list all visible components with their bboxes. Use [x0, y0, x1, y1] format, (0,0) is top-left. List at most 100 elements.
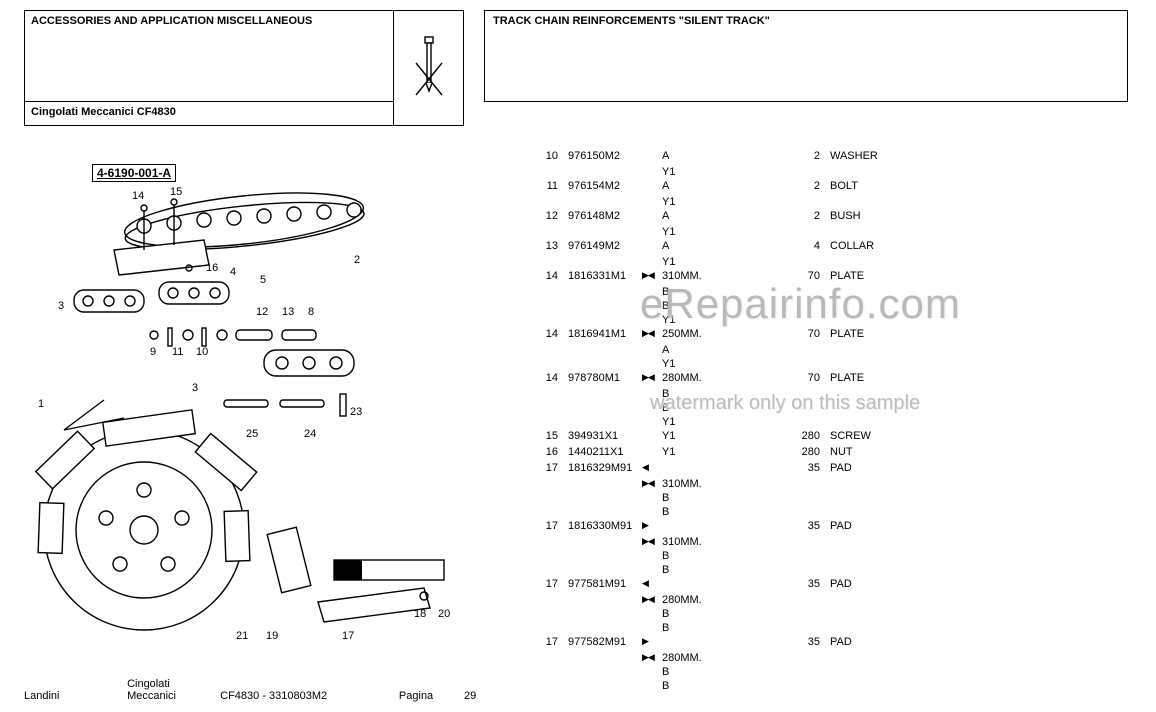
col-desc: PLATE	[830, 270, 864, 282]
col-qty: 2	[790, 150, 820, 162]
page-footer: Landini Cingolati Meccanici CF4830 - 331…	[24, 678, 494, 702]
section-title: ACCESSORIES AND APPLICATION MISCELLANEOU…	[31, 15, 312, 27]
col-qty: 280	[790, 430, 820, 442]
col-note: Y1	[662, 196, 675, 208]
col-part: 1816941M1	[568, 328, 626, 340]
col-part: 976148M2	[568, 210, 620, 222]
bolt-icon	[414, 33, 444, 103]
col-note: A	[662, 150, 669, 162]
col-note: Y1	[662, 430, 675, 442]
col-note: 310MM.	[662, 270, 702, 282]
parts-subrow: B	[530, 286, 1120, 300]
col-desc: SCREW	[830, 430, 871, 442]
diagram-svg	[24, 150, 494, 650]
col-ref: 11	[530, 180, 558, 192]
col-desc: BUSH	[830, 210, 861, 222]
col-note: A	[662, 180, 669, 192]
parts-subrow: B	[530, 550, 1120, 564]
col-note: B	[662, 666, 669, 678]
col-qty: 70	[790, 270, 820, 282]
model-box: Cingolati Meccanici CF4830	[24, 102, 394, 126]
col-part: 976150M2	[568, 150, 620, 162]
parts-subrow: B	[530, 506, 1120, 520]
parts-subrow: Y1	[530, 196, 1120, 210]
col-ref: 16	[530, 446, 558, 458]
col-ref: 12	[530, 210, 558, 222]
callout: 25	[246, 428, 258, 440]
parts-subrow: ▶◀310MM.	[530, 536, 1120, 550]
parts-subrow: B	[530, 388, 1120, 402]
callout: 1	[38, 398, 44, 410]
col-ref: 14	[530, 372, 558, 384]
parts-subrow: B	[530, 666, 1120, 680]
col-note: A	[662, 344, 669, 356]
col-desc: PAD	[830, 578, 852, 590]
col-desc: NUT	[830, 446, 853, 458]
col-note: Y1	[662, 446, 675, 458]
col-part: 394931X1	[568, 430, 618, 442]
assembly-title: TRACK CHAIN REINFORCEMENTS "SILENT TRACK…	[493, 15, 770, 27]
header-icon-box	[394, 10, 464, 126]
col-desc: PLATE	[830, 328, 864, 340]
col-part: 1816331M1	[568, 270, 626, 282]
page: ACCESSORIES AND APPLICATION MISCELLANEOU…	[0, 0, 1156, 712]
parts-subrow: Y1	[530, 358, 1120, 372]
col-sym: ▶	[642, 520, 648, 531]
col-note: Y1	[662, 226, 675, 238]
col-part: 1440211X1	[568, 446, 623, 458]
col-part: 1816330M91	[568, 520, 632, 532]
footer-page-num: 29	[436, 690, 476, 702]
col-sym: ▶	[642, 636, 648, 647]
col-sym: ▶◀	[642, 594, 654, 605]
parts-row: 11976154M2A2BOLT	[530, 180, 1120, 196]
parts-subrow: B	[530, 564, 1120, 578]
parts-row: 171816329M91◀35PAD	[530, 462, 1120, 478]
col-note: A	[662, 210, 669, 222]
col-qty: 2	[790, 210, 820, 222]
col-ref: 15	[530, 430, 558, 442]
col-note: B	[662, 492, 669, 504]
parts-row: 141816941M1▶◀250MM.70PLATE	[530, 328, 1120, 344]
col-qty: 35	[790, 636, 820, 648]
callout: 8	[308, 306, 314, 318]
parts-subrow: Y1	[530, 256, 1120, 270]
parts-row: 12 976148M2 A 2 BUSH	[530, 210, 1120, 226]
callout: 12	[256, 306, 268, 318]
col-note: 280MM.	[662, 594, 702, 606]
col-desc: PAD	[830, 636, 852, 648]
parts-subrow: B	[530, 492, 1120, 506]
col-part: 1816329M91	[568, 462, 632, 474]
callout: 21	[236, 630, 248, 642]
col-sym: ◀	[642, 462, 648, 473]
parts-subrow: ▶◀280MM.	[530, 652, 1120, 666]
col-note: 310MM.	[662, 536, 702, 548]
parts-subrow: B	[530, 300, 1120, 314]
col-note: B	[662, 564, 669, 576]
col-ref: 17	[530, 636, 558, 648]
callout: 3	[192, 382, 198, 394]
section-title-box: ACCESSORIES AND APPLICATION MISCELLANEOU…	[24, 10, 394, 102]
parts-row: 17977582M91▶35PAD	[530, 636, 1120, 652]
col-desc: PAD	[830, 520, 852, 532]
col-ref: 10	[530, 150, 558, 162]
parts-row: 161440211X1Y1280NUT	[530, 446, 1120, 462]
parts-subrow: ▶◀310MM.	[530, 478, 1120, 492]
assembly-title-box: TRACK CHAIN REINFORCEMENTS "SILENT TRACK…	[484, 10, 1128, 102]
col-desc: PAD	[830, 462, 852, 474]
parts-subrow: Y1	[530, 416, 1120, 430]
col-part: 976154M2	[568, 180, 620, 192]
col-qty: 35	[790, 462, 820, 474]
callout: 24	[304, 428, 316, 440]
col-sym: ▶◀	[642, 372, 654, 383]
callout: 10	[196, 346, 208, 358]
col-part: 978780M1	[568, 372, 620, 384]
col-note: Y1	[662, 256, 675, 268]
col-ref: 17	[530, 520, 558, 532]
parts-row: 17977581M91◀35PAD	[530, 578, 1120, 594]
callout: 20	[438, 608, 450, 620]
footer-page-label: Pagina	[373, 690, 433, 702]
model-text: Cingolati Meccanici CF4830	[31, 106, 176, 118]
col-sym: ◀	[642, 578, 648, 589]
callout: 5	[260, 274, 266, 286]
col-note: B	[662, 388, 669, 400]
